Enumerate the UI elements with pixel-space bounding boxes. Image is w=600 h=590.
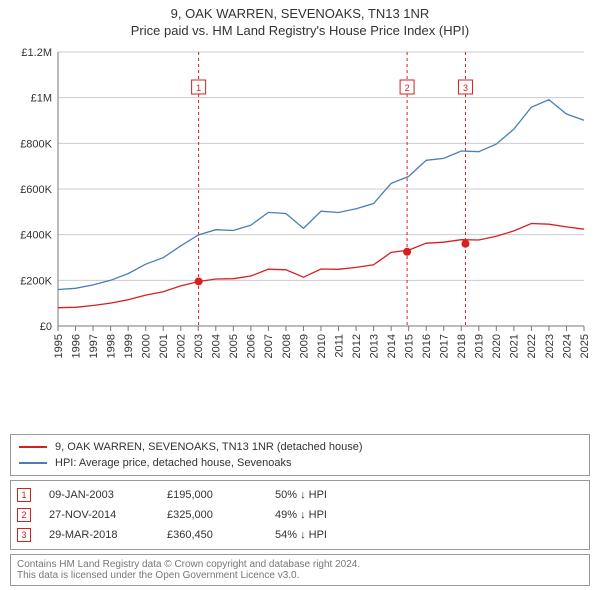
svg-text:1998: 1998 (105, 334, 117, 358)
footnote-line-1: Contains HM Land Registry data © Crown c… (17, 559, 583, 570)
svg-text:2011: 2011 (333, 334, 345, 358)
svg-text:2005: 2005 (228, 334, 240, 358)
legend-label: HPI: Average price, detached house, Seve… (55, 457, 291, 469)
svg-text:2022: 2022 (526, 334, 538, 358)
svg-text:2013: 2013 (368, 334, 380, 358)
svg-text:£400K: £400K (20, 230, 52, 242)
svg-text:2014: 2014 (386, 334, 398, 358)
marker-delta: 54% ↓ HPI (275, 529, 375, 541)
svg-text:1999: 1999 (123, 334, 135, 358)
marker-date: 27-NOV-2014 (49, 509, 149, 521)
svg-text:2008: 2008 (281, 334, 293, 358)
svg-text:2002: 2002 (176, 334, 188, 358)
legend-label: 9, OAK WARREN, SEVENOAKS, TN13 1NR (deta… (55, 441, 363, 453)
svg-text:2017: 2017 (439, 334, 451, 358)
svg-text:2004: 2004 (211, 334, 223, 358)
svg-text:£800K: £800K (20, 138, 52, 150)
sale-markers-table: 1 09-JAN-2003 £195,000 50% ↓ HPI 2 27-NOV-201… (10, 480, 590, 550)
svg-text:2024: 2024 (561, 334, 573, 358)
svg-text:1: 1 (196, 83, 201, 93)
svg-text:2016: 2016 (421, 334, 433, 358)
svg-text:2000: 2000 (141, 334, 153, 358)
marker-value: £195,000 (167, 489, 257, 501)
svg-text:2012: 2012 (351, 334, 363, 358)
marker-value: £360,450 (167, 529, 257, 541)
svg-text:2007: 2007 (263, 334, 275, 358)
footnote-line-2: This data is licensed under the Open Gov… (17, 570, 583, 581)
marker-delta: 50% ↓ HPI (275, 489, 375, 501)
marker-badge: 2 (17, 508, 31, 522)
marker-delta: 49% ↓ HPI (275, 509, 375, 521)
svg-text:2: 2 (405, 83, 410, 93)
svg-text:1996: 1996 (70, 334, 82, 358)
svg-text:2003: 2003 (193, 334, 205, 358)
svg-text:2023: 2023 (544, 334, 556, 358)
svg-text:3: 3 (463, 83, 468, 93)
footnote: Contains HM Land Registry data © Crown c… (10, 554, 590, 586)
marker-date: 29-MAR-2018 (49, 529, 149, 541)
svg-text:2019: 2019 (474, 334, 486, 358)
svg-text:£1.2M: £1.2M (21, 47, 52, 59)
svg-text:2025: 2025 (579, 334, 590, 358)
svg-text:£0: £0 (40, 321, 52, 333)
svg-text:2010: 2010 (316, 334, 328, 358)
svg-text:2009: 2009 (298, 334, 310, 358)
svg-text:2006: 2006 (246, 334, 258, 358)
svg-text:2021: 2021 (509, 334, 521, 358)
marker-badge: 1 (17, 488, 31, 502)
title-address: 9, OAK WARREN, SEVENOAKS, TN13 1NR (10, 6, 590, 21)
title-subtitle: Price paid vs. HM Land Registry's House … (10, 23, 590, 38)
chart-area: £0 £200K £400K £600K £800K £1M £1.2M 1995 1996 19… (10, 46, 590, 428)
marker-badge: 3 (17, 528, 31, 542)
marker-value: £325,000 (167, 509, 257, 521)
legend: 9, OAK WARREN, SEVENOAKS, TN13 1NR (deta… (10, 434, 590, 476)
price-chart: £0 £200K £400K £600K £800K £1M £1.2M 1995 1996 19… (10, 46, 590, 376)
svg-text:2001: 2001 (158, 334, 170, 358)
marker-row: 1 09-JAN-2003 £195,000 50% ↓ HPI (17, 485, 583, 505)
legend-swatch (19, 462, 47, 464)
svg-text:£200K: £200K (20, 275, 52, 287)
svg-text:2015: 2015 (404, 334, 416, 358)
title-block: 9, OAK WARREN, SEVENOAKS, TN13 1NR Price… (10, 6, 590, 38)
legend-swatch (19, 446, 47, 448)
marker-row: 2 27-NOV-2014 £325,000 49% ↓ HPI (17, 505, 583, 525)
marker-date: 09-JAN-2003 (49, 489, 149, 501)
marker-row: 3 29-MAR-2018 £360,450 54% ↓ HPI (17, 525, 583, 545)
svg-text:2020: 2020 (491, 334, 503, 358)
legend-item: 9, OAK WARREN, SEVENOAKS, TN13 1NR (deta… (19, 439, 581, 455)
svg-text:£1M: £1M (31, 93, 52, 105)
page-container: 9, OAK WARREN, SEVENOAKS, TN13 1NR Price… (0, 0, 600, 590)
svg-text:1997: 1997 (88, 334, 100, 358)
svg-text:1995: 1995 (53, 334, 65, 358)
svg-text:£600K: £600K (20, 184, 52, 196)
svg-text:2018: 2018 (456, 334, 468, 358)
legend-item: HPI: Average price, detached house, Seve… (19, 455, 581, 471)
